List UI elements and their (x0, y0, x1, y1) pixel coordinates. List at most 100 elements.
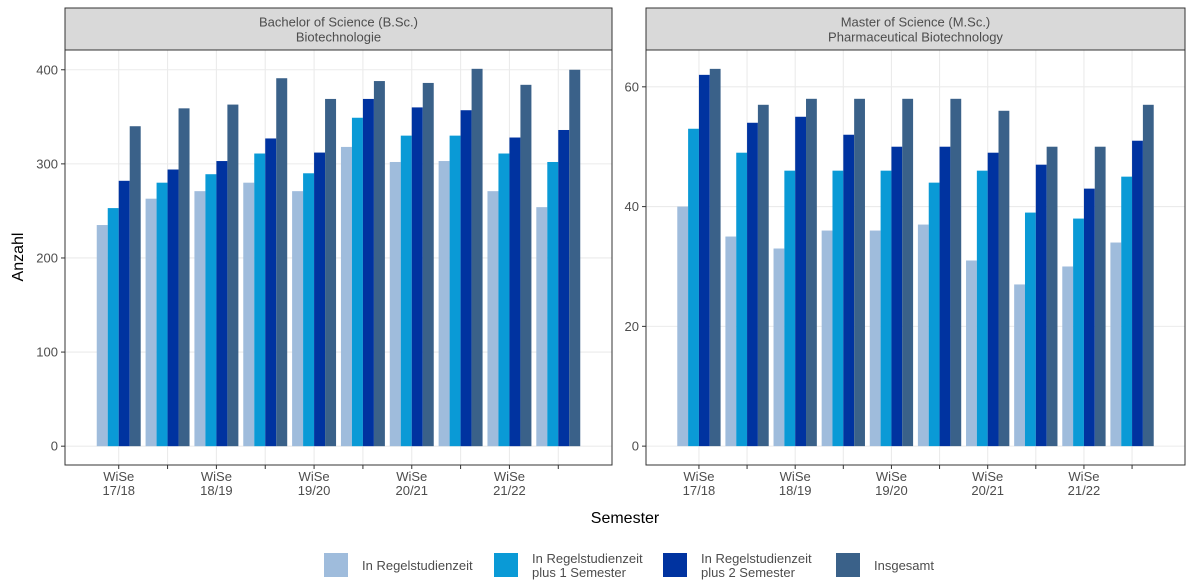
x-tick-label: WiSe 19/20 (298, 469, 331, 498)
bar (389, 161, 401, 447)
bar (1121, 176, 1133, 447)
bar (1094, 146, 1106, 447)
bar (216, 161, 228, 447)
bar (362, 98, 374, 447)
facet-title: Master of Science (M.Sc.) Pharmaceutical … (828, 15, 1003, 45)
bar (243, 182, 255, 447)
y-tick-label: 40 (625, 199, 639, 214)
bar (509, 137, 521, 447)
bar (178, 108, 190, 447)
bar (156, 182, 168, 447)
bar (471, 68, 483, 447)
facet-strip (64, 7, 613, 51)
bar (558, 129, 570, 447)
bar (1062, 266, 1074, 447)
legend-label: In Regelstudienzeit (362, 558, 473, 573)
bar (96, 225, 108, 447)
y-tick-label: 20 (625, 319, 639, 334)
bar (902, 98, 914, 447)
bar (460, 110, 472, 447)
facet-strip (645, 7, 1186, 51)
legend-key (494, 553, 518, 577)
legend-key (663, 553, 687, 577)
y-tick-label: 400 (36, 62, 58, 77)
bar (869, 230, 881, 447)
bar (843, 134, 855, 447)
bar (917, 224, 929, 447)
bar (107, 208, 119, 447)
bar (547, 161, 559, 447)
bar (118, 180, 130, 447)
bar (677, 206, 689, 447)
y-tick-label: 60 (625, 79, 639, 94)
x-tick-label: WiSe 17/18 (683, 469, 716, 498)
bar (292, 191, 304, 447)
panel-border (64, 49, 613, 466)
bar (569, 69, 581, 447)
bar (880, 170, 892, 447)
bar (351, 117, 363, 447)
bar (1014, 284, 1025, 447)
bar (725, 236, 737, 447)
bar (167, 169, 179, 447)
x-tick-label: WiSe 19/20 (875, 469, 908, 498)
bar (520, 84, 532, 447)
y-tick-label: 0 (51, 439, 58, 454)
bar (1083, 188, 1095, 447)
x-tick-label: WiSe 18/19 (779, 469, 812, 498)
bar (325, 98, 337, 447)
bar (736, 152, 748, 447)
bar (1024, 212, 1036, 447)
bar (487, 191, 499, 447)
bar (1035, 164, 1047, 447)
bar (1142, 104, 1154, 447)
y-tick-label: 100 (36, 345, 58, 360)
legend-key (324, 553, 348, 577)
x-tick-label: WiSe 17/18 (102, 469, 135, 498)
bar (784, 170, 796, 447)
bar (498, 153, 510, 447)
bar (303, 173, 315, 447)
legend-label: Insgesamt (874, 558, 934, 573)
bar (987, 152, 999, 447)
bar (129, 126, 141, 447)
bar (773, 248, 785, 447)
legend-label: In Regelstudienzeit plus 1 Semester (532, 551, 643, 580)
x-tick-label: WiSe 20/21 (971, 469, 1004, 498)
x-tick-label: WiSe 20/21 (395, 469, 428, 498)
bar (227, 104, 239, 447)
bar (757, 104, 769, 447)
y-tick-label: 0 (632, 439, 639, 454)
y-tick-label: 200 (36, 250, 58, 265)
bar (1046, 146, 1058, 447)
bar (194, 191, 206, 447)
bar (854, 98, 865, 447)
y-axis-label: Anzahl (10, 233, 27, 282)
bar (966, 260, 977, 447)
x-axis-label: Semester (591, 510, 660, 527)
bar (276, 78, 288, 447)
bar (400, 135, 412, 447)
bar (891, 146, 903, 447)
x-tick-label: WiSe 18/19 (200, 469, 233, 498)
bar (1073, 218, 1084, 447)
x-tick-label: WiSe 21/22 (493, 469, 526, 498)
bar (747, 122, 758, 447)
bar (821, 230, 833, 447)
legend-label: In Regelstudienzeit plus 2 Semester (701, 551, 812, 580)
bar (205, 174, 217, 447)
bar (709, 68, 721, 447)
bar (928, 182, 940, 447)
bar (438, 161, 450, 447)
bar (832, 170, 844, 447)
bar (1132, 140, 1143, 447)
y-tick-label: 300 (36, 156, 58, 171)
bar (254, 153, 266, 447)
bar (698, 74, 710, 447)
bar (536, 207, 548, 447)
bar (688, 128, 699, 447)
bar (145, 198, 157, 447)
bar (340, 146, 352, 447)
bar (373, 81, 385, 447)
facet-title: Bachelor of Science (B.Sc.) Biotechnologi… (259, 15, 418, 45)
